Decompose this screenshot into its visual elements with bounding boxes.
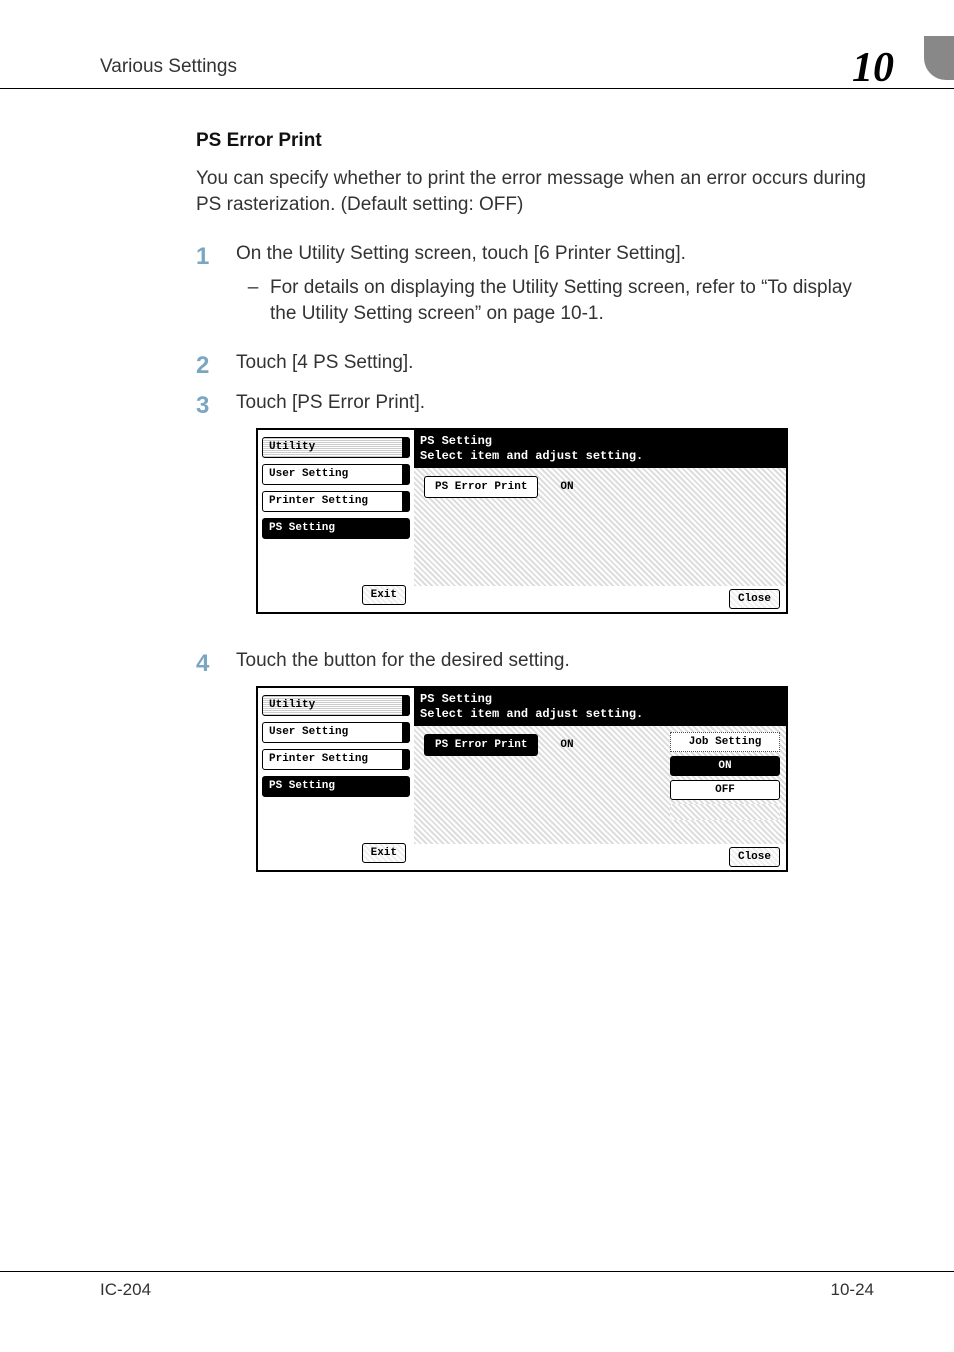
step-2-number: 2 xyxy=(196,350,236,380)
footer-right: 10-24 xyxy=(831,1280,874,1300)
lcd-titlebar: PS Setting Select item and adjust settin… xyxy=(414,688,786,726)
lcd-title-line2: Select item and adjust setting. xyxy=(420,707,780,722)
lcd-screenshot-1: Utility User Setting Printer Setting PS … xyxy=(256,428,788,614)
tab-printer-setting-label: Printer Setting xyxy=(269,495,368,507)
step-4: 4 Touch the button for the desired setti… xyxy=(196,648,874,678)
step-1-sub-bullet: – xyxy=(236,275,270,326)
step-3-text: Touch [PS Error Print]. xyxy=(236,390,874,416)
ps-error-print-button[interactable]: PS Error Print xyxy=(424,476,538,498)
tab-printer-setting[interactable]: Printer Setting xyxy=(262,749,410,770)
step-3: 3 Touch [PS Error Print]. xyxy=(196,390,874,420)
close-button[interactable]: Close xyxy=(729,847,780,867)
page-footer: IC-204 10-24 xyxy=(0,1271,954,1302)
tab-utility[interactable]: Utility xyxy=(262,695,410,716)
job-setting-off-button[interactable]: OFF xyxy=(670,780,780,800)
exit-button[interactable]: Exit xyxy=(362,585,406,605)
step-3-number: 3 xyxy=(196,390,236,420)
job-setting-panel: Job Setting ON OFF xyxy=(670,732,780,844)
step-2-text: Touch [4 PS Setting]. xyxy=(236,350,874,376)
exit-button[interactable]: Exit xyxy=(362,843,406,863)
step-4-text: Touch the button for the desired setting… xyxy=(236,648,874,674)
section-title: PS Error Print xyxy=(196,130,874,152)
page-header: Various Settings 10 xyxy=(0,52,954,89)
step-4-number: 4 xyxy=(196,648,236,678)
tab-user-setting[interactable]: User Setting xyxy=(262,464,410,485)
header-chapter-number: 10 xyxy=(852,44,894,92)
tab-user-setting-label: User Setting xyxy=(269,468,348,480)
lcd-title-line1: PS Setting xyxy=(420,692,780,707)
tab-ps-setting-label: PS Setting xyxy=(269,522,335,534)
header-section-title: Various Settings xyxy=(100,56,237,78)
job-setting-on-button[interactable]: ON xyxy=(670,756,780,776)
tab-utility-label: Utility xyxy=(269,441,315,453)
step-1: 1 On the Utility Setting screen, touch [… xyxy=(196,241,874,340)
close-button[interactable]: Close xyxy=(729,589,780,609)
lcd-title-line1: PS Setting xyxy=(420,434,780,449)
tab-user-setting[interactable]: User Setting xyxy=(262,722,410,743)
tab-ps-setting[interactable]: PS Setting xyxy=(262,776,410,797)
intro-paragraph: You can specify whether to print the err… xyxy=(196,166,874,217)
job-setting-slot xyxy=(670,804,780,820)
tab-printer-setting[interactable]: Printer Setting xyxy=(262,491,410,512)
footer-left: IC-204 xyxy=(100,1280,151,1300)
tab-ps-setting-label: PS Setting xyxy=(269,780,335,792)
lcd-screenshot-2: Utility User Setting Printer Setting PS … xyxy=(256,686,788,872)
tab-utility-label: Utility xyxy=(269,699,315,711)
job-setting-slot xyxy=(670,824,780,840)
step-1-text: On the Utility Setting screen, touch [6 … xyxy=(236,241,874,267)
tab-ps-setting[interactable]: PS Setting xyxy=(262,518,410,539)
job-setting-label: Job Setting xyxy=(670,732,780,752)
ps-error-print-value: ON xyxy=(550,477,583,497)
lcd-title-line2: Select item and adjust setting. xyxy=(420,449,780,464)
tab-user-setting-label: User Setting xyxy=(269,726,348,738)
lcd-titlebar: PS Setting Select item and adjust settin… xyxy=(414,430,786,468)
tab-printer-setting-label: Printer Setting xyxy=(269,753,368,765)
step-2: 2 Touch [4 PS Setting]. xyxy=(196,350,874,380)
step-1-number: 1 xyxy=(196,241,236,271)
ps-error-print-value: ON xyxy=(550,735,583,755)
ps-error-print-button[interactable]: PS Error Print xyxy=(424,734,538,756)
step-1-sub-text: For details on displaying the Utility Se… xyxy=(270,275,874,326)
tab-utility[interactable]: Utility xyxy=(262,437,410,458)
